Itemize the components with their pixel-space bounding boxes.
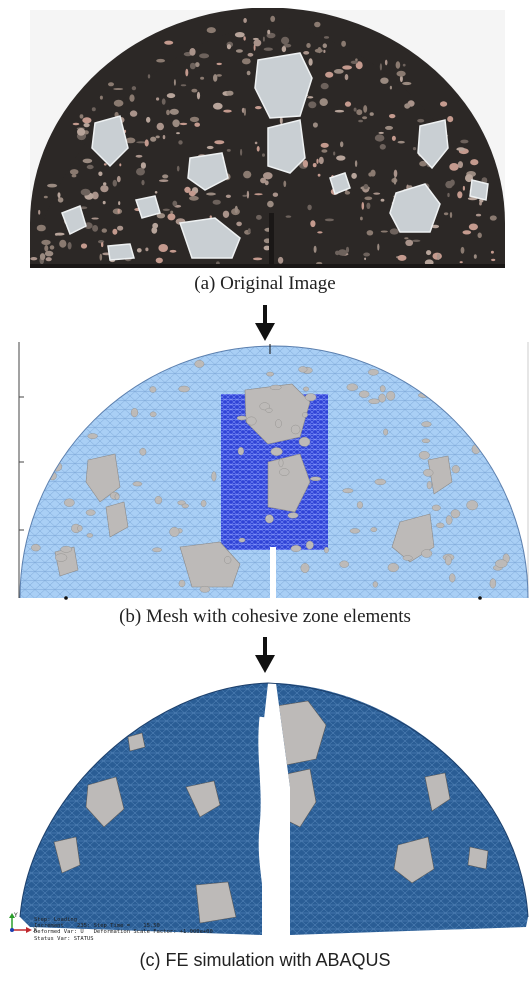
mesh-notch xyxy=(270,547,276,600)
large-aggregates xyxy=(61,52,489,261)
status-step: Step: Loading xyxy=(34,917,78,923)
mesh-aggregates xyxy=(54,383,453,588)
triad-y-label: Y xyxy=(13,912,18,919)
notch xyxy=(269,213,274,266)
abaqus-status-block: Step: Loading Increment 235: Step Time = … xyxy=(34,917,213,942)
down-arrow-icon xyxy=(255,637,275,673)
axis-triad-icon: Y X xyxy=(9,912,37,934)
simulation-figure xyxy=(19,682,529,936)
down-arrow-icon xyxy=(255,305,275,341)
original-image-panel xyxy=(0,8,530,268)
simulation-panel xyxy=(0,677,530,942)
status-deformed-var: Deformed Var: U Deformation Scale Factor… xyxy=(34,929,213,936)
mesh-figure xyxy=(18,342,529,600)
triad-x-label: X xyxy=(33,927,37,934)
caption-a: (a) Original Image xyxy=(194,273,336,294)
status-increment: Increment 235: Step Time = 15.50 xyxy=(34,923,160,930)
crack-path xyxy=(258,716,270,936)
caption-b: (b) Mesh with cohesive zone elements xyxy=(119,606,411,627)
caption-c: (c) FE simulation with ABAQUS xyxy=(139,950,391,970)
mesh-panel xyxy=(0,342,530,600)
status-status-var: Status Var: STATUS xyxy=(34,935,94,942)
original-specimen-image xyxy=(0,8,530,268)
